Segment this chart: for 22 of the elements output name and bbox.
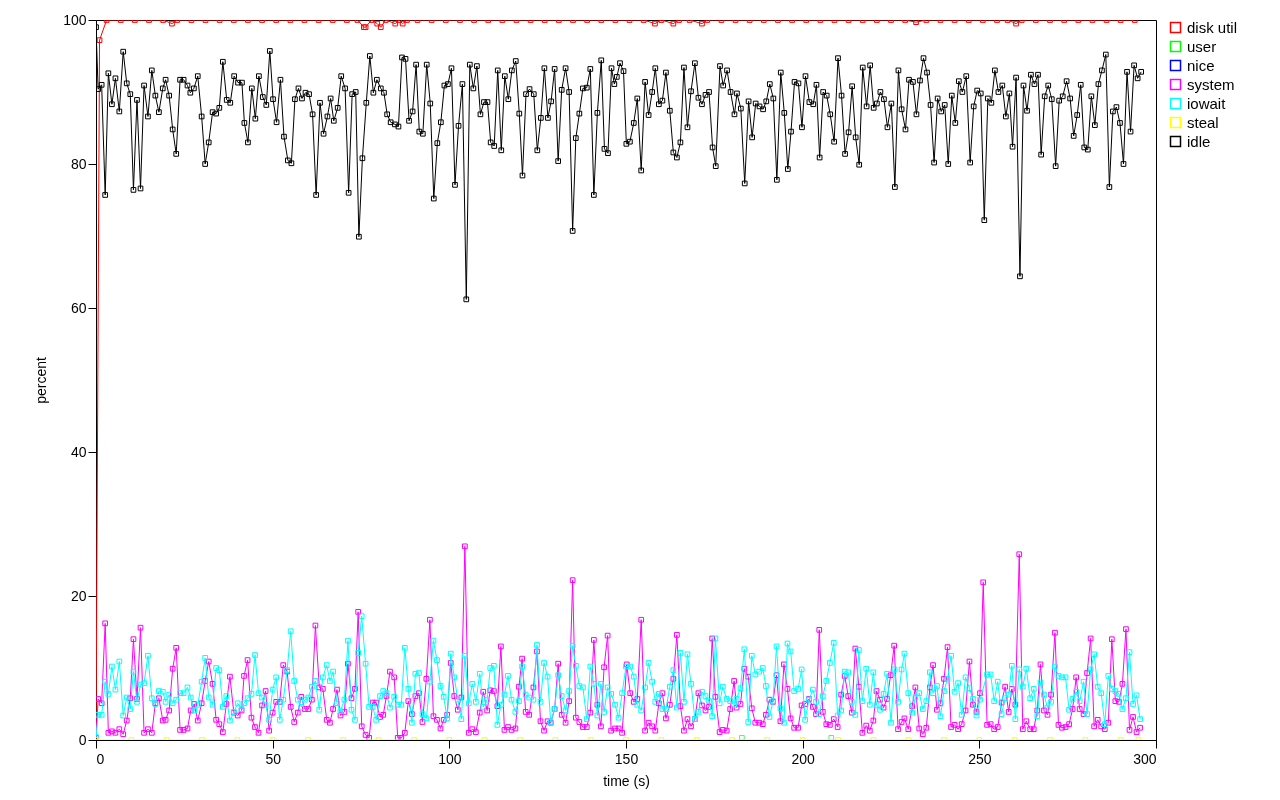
y-tick-label: 80 [70, 155, 87, 172]
x-tick-label: 200 [791, 750, 816, 767]
x-tick-label: 50 [265, 750, 282, 767]
legend-label: steal [1187, 113, 1219, 131]
x-tick-label: 100 [438, 750, 462, 767]
legend-label: disk util [1187, 18, 1238, 36]
y-axis-title: percent [33, 357, 50, 404]
legend-label: iowait [1187, 94, 1227, 112]
x-tick-label: 250 [968, 750, 992, 767]
y-tick-label: 40 [70, 443, 87, 460]
y-tick-label: 60 [70, 299, 87, 316]
x-tick-label: 300 [1133, 750, 1157, 767]
y-tick-label: 100 [63, 11, 87, 28]
legend-label: system [1187, 75, 1235, 93]
legend-label: user [1187, 37, 1217, 55]
x-tick-label: 150 [614, 750, 639, 767]
x-axis-title: time (s) [603, 772, 650, 789]
x-tick-label: 0 [96, 750, 105, 767]
legend-label: idle [1187, 132, 1211, 150]
y-tick-label: 0 [78, 731, 87, 748]
y-tick-label: 20 [70, 587, 87, 604]
legend-label: nice [1187, 56, 1215, 74]
